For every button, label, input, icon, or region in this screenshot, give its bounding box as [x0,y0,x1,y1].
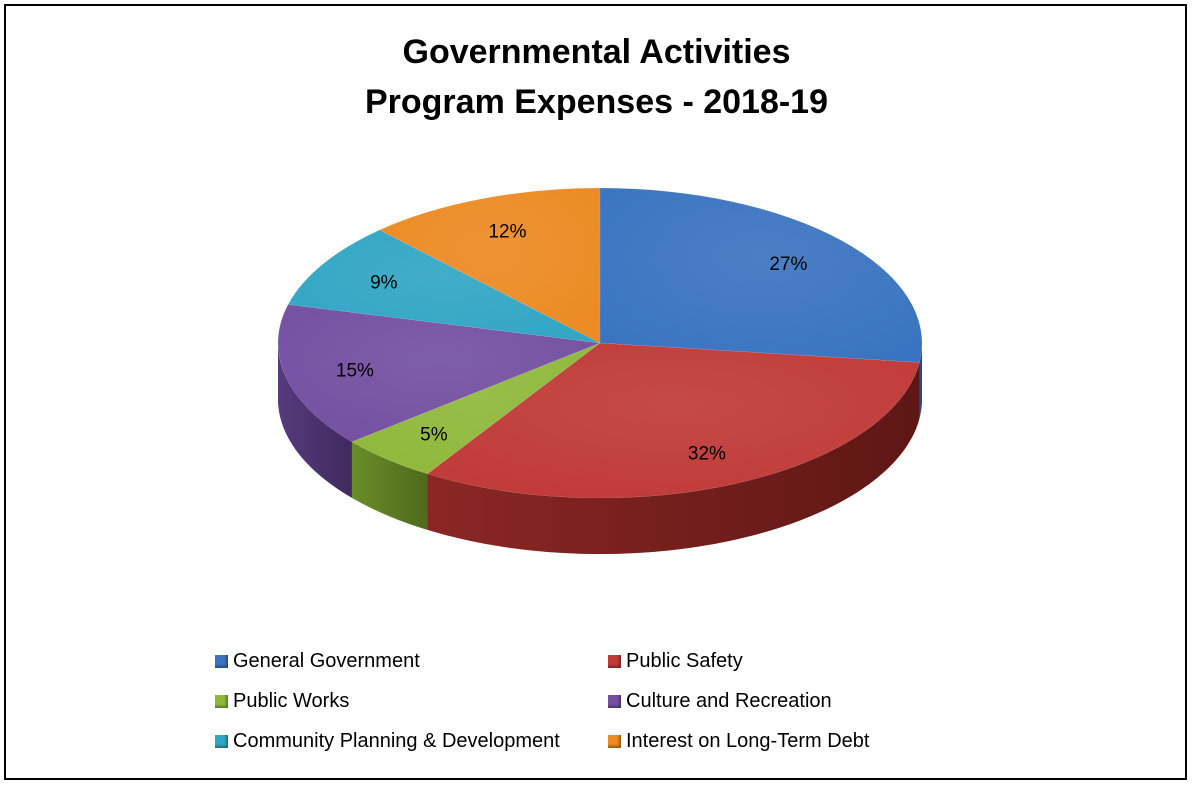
legend-item: Culture and Recreation [608,690,832,713]
legend-swatch [608,655,621,668]
pie-sides [278,344,922,554]
legend-swatch [608,735,621,748]
pie-slice-4 [287,229,601,344]
chart-title-line1: Governmental Activities [402,33,791,71]
pie-slice-3 [277,304,601,443]
pie-data-label-5: 12% [488,222,526,243]
chart-legend: General Government Public Safety Public Wo… [215,650,935,770]
pie-data-label-1: 32% [688,443,726,464]
legend-item: Community Planning & Development [215,730,560,753]
pie-side-shade-3 [278,344,352,498]
legend-label: General Government [233,650,420,672]
legend-label: Public Safety [626,650,743,672]
pie-labels: 27% 32% 5% 15% 9% 12% [336,222,808,465]
pie-slice-0 [599,187,923,363]
legend-label: Culture and Recreation [626,690,832,712]
legend-swatch [215,735,228,748]
pie-side-shade-0 [919,346,922,419]
pie-top [277,187,923,499]
legend-label: Public Works [233,690,350,712]
pie-data-label-0: 27% [769,254,807,275]
legend-swatch [215,695,228,708]
legend-item: Public Safety [608,650,743,673]
legend-label: Interest on Long-Term Debt [626,730,870,752]
pie-side-shade-2 [351,441,428,530]
legend-item: General Government [215,650,420,673]
legend-swatch [215,655,228,668]
pie-slice-1 [426,342,920,499]
legend-label: Community Planning & Development [233,730,560,752]
pie-slice-5 [379,187,601,344]
legend-item: Interest on Long-Term Debt [608,730,869,753]
pie-slice-2 [351,342,601,475]
pie-data-label-4: 9% [370,273,398,294]
pie-side-shade-1 [427,362,920,554]
legend-swatch [608,695,621,708]
pie-data-label-2: 5% [420,425,448,446]
pie-data-label-3: 15% [336,360,374,381]
chart-title-line2: Program Expenses - 2018-19 [364,83,829,121]
legend-item: Public Works [215,690,349,713]
